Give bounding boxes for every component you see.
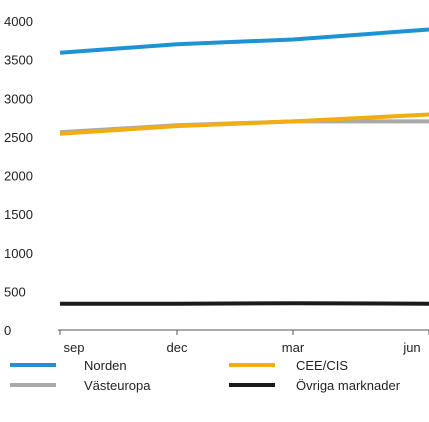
y-tick-label: 0 (4, 323, 11, 338)
legend-label-v-steuropa: Västeuropa (84, 378, 151, 393)
y-tick-label: 1500 (4, 207, 33, 222)
y-tick-label: 2500 (4, 130, 33, 145)
x-tick-label: jun (402, 340, 420, 355)
y-tick-label: 3000 (4, 91, 33, 106)
y-tick-label: 4000 (4, 14, 33, 29)
series-line-cee-cis (59, 112, 429, 136)
series-line-norden (59, 27, 429, 55)
legend-label-norden: Norden (84, 358, 127, 373)
x-axis-ticks: sep dec mar jun (59, 330, 429, 355)
y-tick-label: 500 (4, 284, 26, 299)
legend-label-cee-cis: CEE/CIS (296, 358, 348, 373)
y-tick-label: 1000 (4, 246, 33, 261)
legend: Norden CEE/CIS Västeuropa Övriga marknader (10, 358, 401, 393)
x-tick-label: mar (282, 340, 305, 355)
x-tick-label: sep (64, 340, 85, 355)
y-tick-label: 2000 (4, 169, 33, 184)
series-lines (59, 27, 429, 306)
legend-label-vriga-marknader: Övriga marknader (296, 378, 401, 393)
y-tick-label: 3500 (4, 53, 33, 68)
x-tick-label: dec (167, 340, 188, 355)
y-axis-ticks: 4000 3500 3000 2500 2000 1500 1000 500 0 (4, 14, 33, 338)
